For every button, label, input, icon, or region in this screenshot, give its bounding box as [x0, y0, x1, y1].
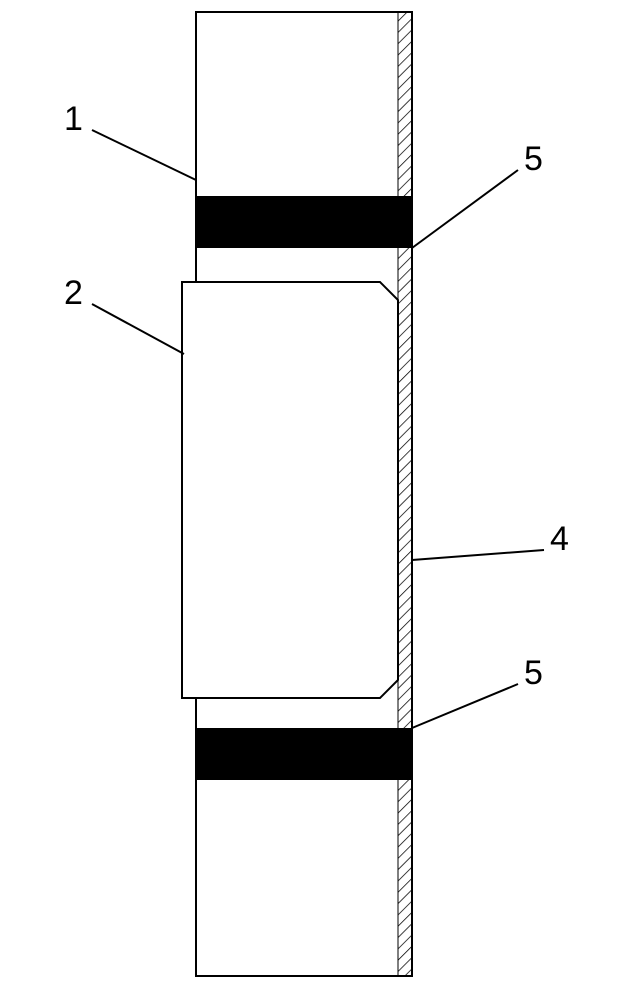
band-1 [196, 728, 412, 780]
band-0 [196, 196, 412, 248]
leader-line-5-1 [412, 170, 518, 248]
label-5-1: 5 [524, 140, 543, 179]
inner-sleeve [182, 282, 398, 698]
label-2-2: 2 [64, 274, 83, 313]
leader-line-2-2 [92, 304, 184, 354]
leader-line-5-4 [412, 684, 518, 728]
leader-line-1-0 [92, 130, 196, 180]
label-1-0: 1 [64, 100, 83, 139]
label-5-4: 5 [524, 654, 543, 693]
hatched-wall [398, 12, 412, 976]
label-4-3: 4 [550, 520, 569, 559]
leader-line-4-3 [412, 550, 544, 560]
